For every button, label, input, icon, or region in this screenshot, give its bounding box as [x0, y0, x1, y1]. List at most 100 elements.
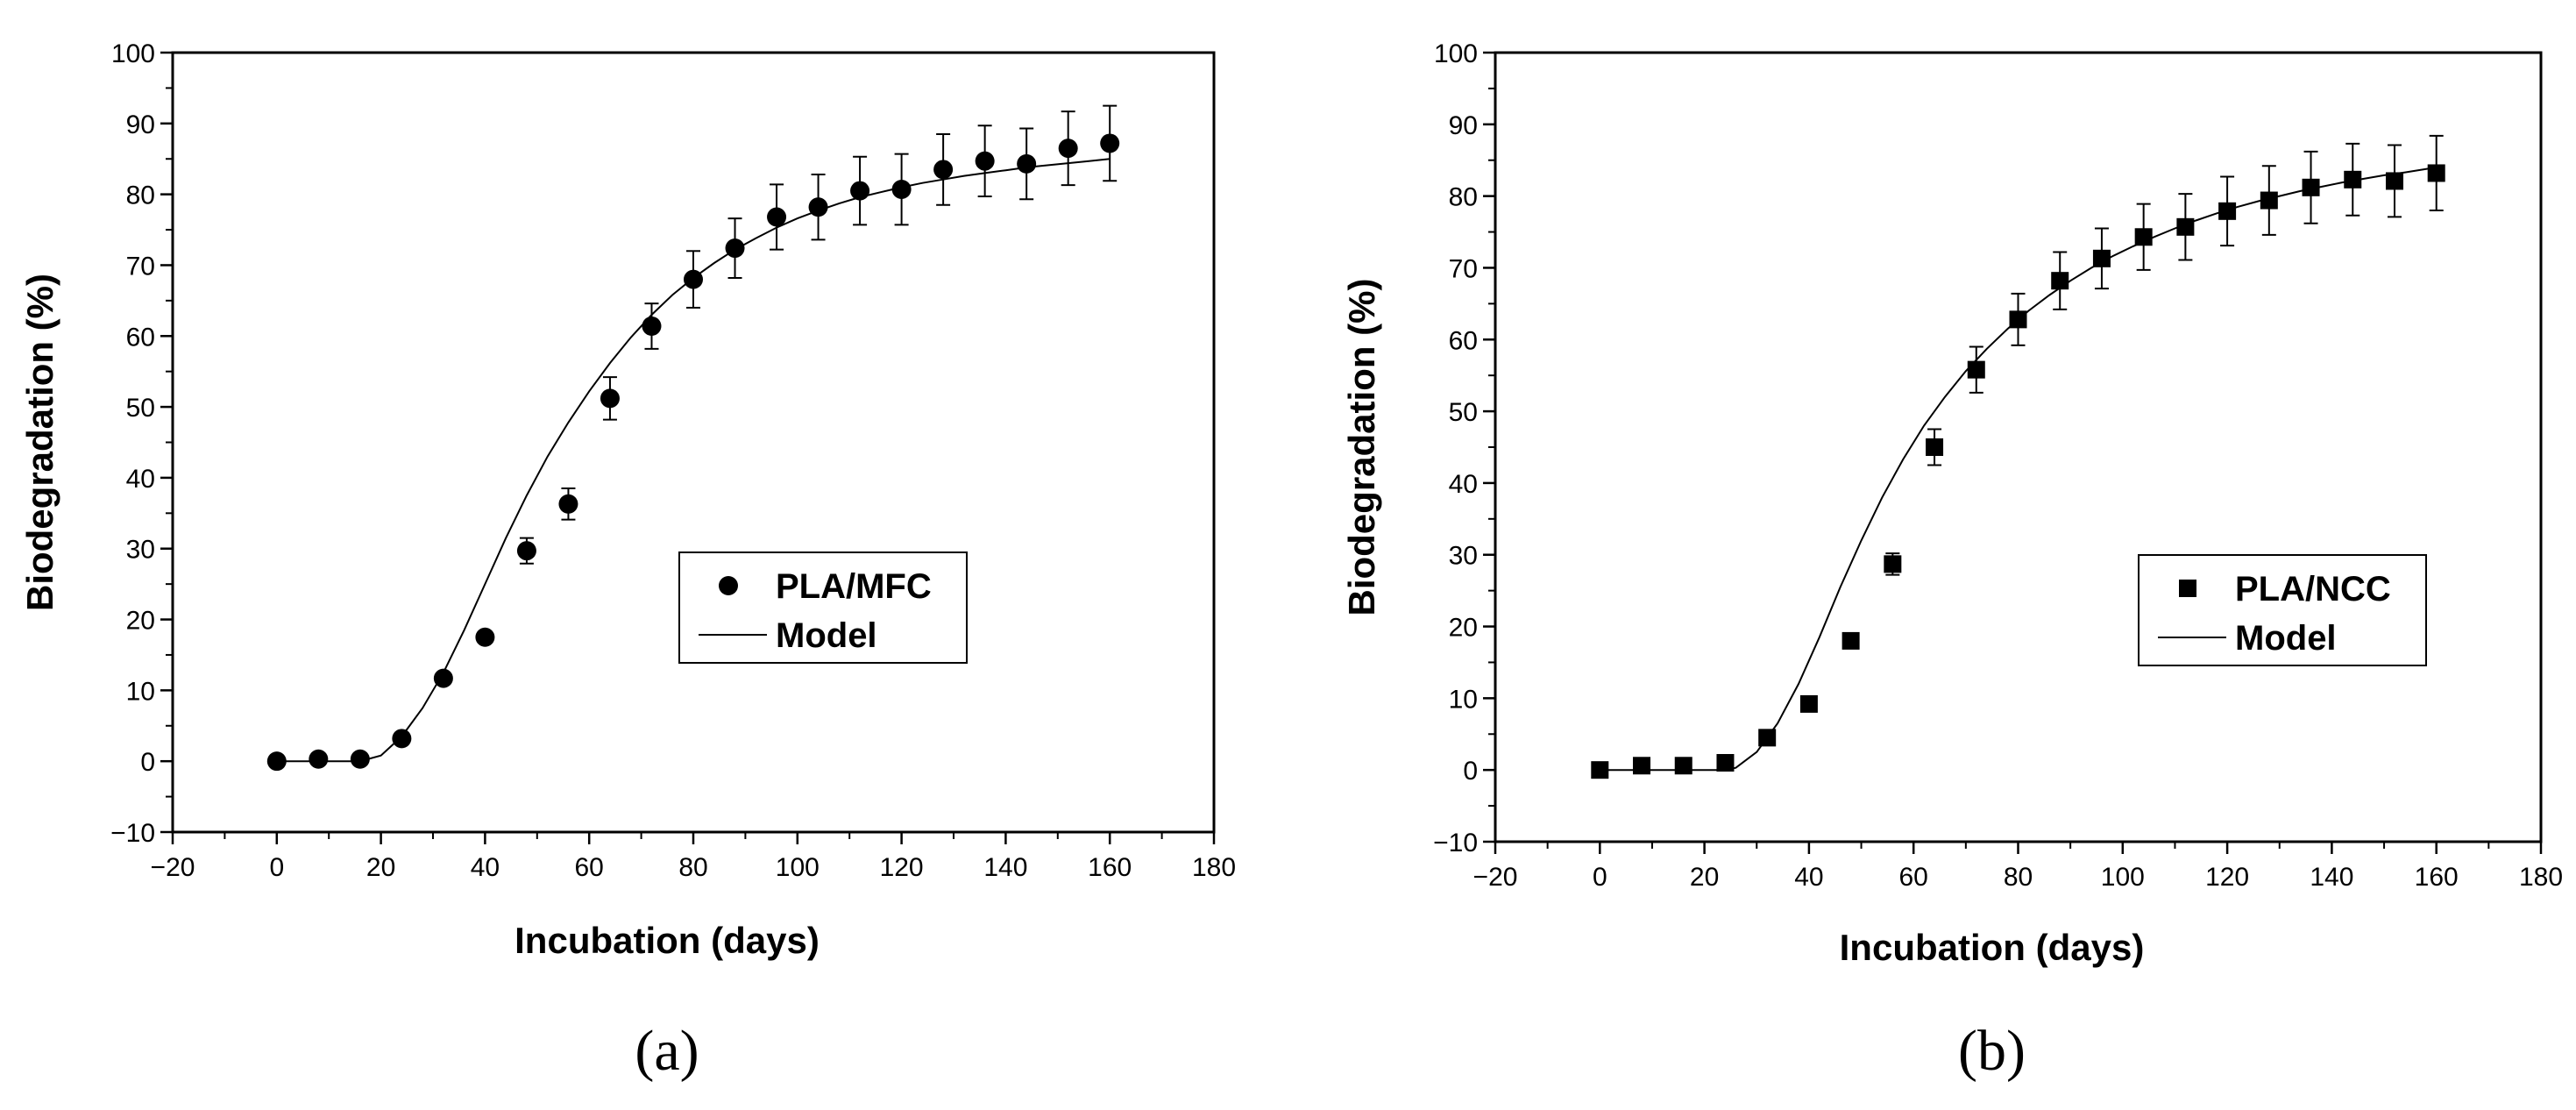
panel-label: (b)	[1958, 1019, 2026, 1083]
y-tick-label: 80	[126, 181, 155, 210]
y-tick-label: 50	[126, 394, 155, 423]
plot-frame	[1494, 51, 2543, 843]
data-point	[2176, 217, 2195, 236]
y-tick-label: 60	[1449, 326, 1478, 355]
data-point	[516, 541, 536, 561]
legend-marker	[719, 576, 738, 595]
data-point	[1633, 757, 1651, 775]
data-point	[558, 494, 578, 514]
data-point	[2344, 170, 2362, 189]
legend-label: PLA/MFC	[776, 567, 932, 606]
x-axis-label: Incubation (days)	[514, 920, 820, 961]
y-tick-label: −10	[1433, 829, 1478, 857]
data-point	[350, 749, 370, 769]
y-axis-label: Biodegradation (%)	[1341, 279, 1382, 616]
legend-marker	[2179, 580, 2196, 597]
data-point	[2009, 310, 2027, 329]
x-tick-label: 40	[471, 853, 500, 882]
legend-label: PLA/NCC	[2235, 570, 2391, 608]
x-tick-label: 80	[2004, 863, 2033, 892]
x-tick-label: 120	[2205, 863, 2249, 892]
data-point	[933, 160, 954, 180]
x-tick-label: 80	[678, 853, 707, 882]
data-point	[1716, 754, 1735, 772]
x-tick-label: −20	[1473, 863, 1518, 892]
data-point	[1017, 153, 1037, 174]
y-tick-label: 50	[1449, 398, 1478, 427]
y-tick-label: 0	[1463, 757, 1478, 786]
y-tick-label: 40	[1449, 470, 1478, 499]
x-tick-label: 0	[269, 853, 284, 882]
y-tick-label: −10	[110, 819, 155, 848]
y-tick-label: 20	[126, 607, 155, 636]
data-point	[808, 197, 828, 217]
data-point	[1926, 438, 1944, 456]
data-point	[2260, 191, 2278, 210]
y-tick-label: 10	[126, 677, 155, 706]
x-tick-label: 60	[1899, 863, 1928, 892]
data-point	[433, 668, 453, 688]
x-tick-label: 160	[2415, 863, 2459, 892]
x-tick-label: 20	[366, 853, 395, 882]
legend-label: Model	[776, 616, 877, 655]
model-line	[1600, 166, 2437, 772]
data-point	[266, 751, 287, 772]
data-point	[392, 729, 412, 749]
y-tick-label: 10	[1449, 685, 1478, 714]
y-axis-label: Biodegradation (%)	[19, 274, 60, 611]
y-tick-label: 30	[1449, 542, 1478, 571]
data-point	[2385, 172, 2403, 190]
model-line	[276, 158, 1111, 763]
y-tick-label: 40	[126, 465, 155, 494]
x-tick-label: 160	[1088, 853, 1132, 882]
data-point	[475, 627, 495, 647]
data-point	[725, 238, 745, 259]
data-point	[684, 269, 703, 289]
data-point	[1591, 761, 1609, 779]
y-tick-label: 70	[1449, 254, 1478, 283]
x-tick-label: 100	[2101, 863, 2145, 892]
y-tick-label: 90	[1449, 111, 1478, 140]
y-tick-label: 30	[126, 536, 155, 565]
data-point	[2427, 164, 2445, 182]
y-tick-label: 100	[111, 39, 155, 68]
panel-label: (a)	[635, 1019, 699, 1083]
x-tick-label: 120	[880, 853, 924, 882]
y-tick-label: 60	[126, 323, 155, 352]
x-tick-label: 20	[1690, 863, 1719, 892]
data-point	[1058, 139, 1078, 159]
data-point	[1674, 757, 1692, 775]
data-point	[309, 749, 329, 769]
data-point	[767, 207, 787, 227]
y-tick-label: 80	[1449, 183, 1478, 212]
x-tick-label: 0	[1593, 863, 1607, 892]
data-point	[1799, 694, 1818, 713]
x-tick-label: 140	[2310, 863, 2353, 892]
x-tick-label: −20	[151, 853, 195, 882]
data-point	[1884, 555, 1902, 573]
data-point	[2218, 202, 2237, 220]
x-tick-label: 180	[1192, 853, 1236, 882]
data-point	[1758, 729, 1777, 747]
data-point	[1842, 631, 1860, 650]
y-tick-label: 20	[1449, 614, 1478, 643]
legend-box	[678, 551, 968, 664]
x-tick-label: 100	[776, 853, 820, 882]
data-point	[642, 316, 662, 336]
legend-label: Model	[2235, 619, 2337, 658]
y-tick-label: 90	[126, 110, 155, 139]
y-tick-label: 0	[140, 748, 155, 777]
data-point	[2051, 272, 2069, 290]
data-point	[1967, 360, 1985, 379]
x-axis-label: Incubation (days)	[1840, 927, 2145, 968]
data-point	[2302, 178, 2320, 196]
data-point	[1100, 133, 1120, 153]
data-point	[2134, 228, 2153, 246]
x-tick-label: 180	[2519, 863, 2563, 892]
data-point	[975, 151, 995, 171]
y-tick-label: 100	[1434, 39, 1478, 68]
chart-b: −20 0 20 40 60 80 100 120 140 160 180 −10 0 10 20 30 40 5…	[1341, 39, 2563, 1083]
x-tick-label: 40	[1794, 863, 1823, 892]
data-point	[2092, 249, 2111, 267]
